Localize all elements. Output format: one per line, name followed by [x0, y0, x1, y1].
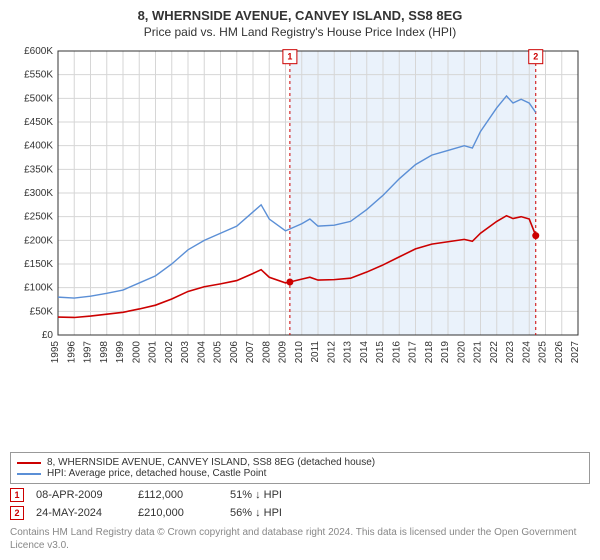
- svg-text:2023: 2023: [505, 341, 516, 364]
- disclaimer: Contains HM Land Registry data © Crown c…: [10, 526, 590, 552]
- legend-label: 8, WHERNSIDE AVENUE, CANVEY ISLAND, SS8 …: [47, 457, 375, 468]
- svg-text:2: 2: [533, 52, 538, 62]
- svg-text:2025: 2025: [538, 341, 549, 364]
- svg-text:2024: 2024: [521, 341, 532, 364]
- svg-text:£500K: £500K: [24, 93, 53, 104]
- svg-text:1995: 1995: [50, 341, 61, 364]
- svg-text:2016: 2016: [391, 341, 402, 364]
- svg-text:1997: 1997: [83, 341, 94, 364]
- svg-text:2018: 2018: [424, 341, 435, 364]
- svg-text:£0: £0: [42, 330, 54, 341]
- svg-text:2001: 2001: [148, 341, 159, 364]
- svg-text:2022: 2022: [489, 341, 500, 364]
- svg-text:1999: 1999: [115, 341, 126, 364]
- svg-text:£400K: £400K: [24, 141, 53, 152]
- svg-text:£100K: £100K: [24, 283, 53, 294]
- svg-text:2008: 2008: [261, 341, 272, 364]
- svg-text:2000: 2000: [131, 341, 142, 364]
- svg-text:2027: 2027: [570, 341, 581, 364]
- svg-text:1998: 1998: [99, 341, 110, 364]
- svg-text:2014: 2014: [359, 341, 370, 364]
- svg-text:1996: 1996: [66, 341, 77, 364]
- svg-text:2005: 2005: [213, 341, 224, 364]
- sale-point-diff: 51% ↓ HPI: [230, 489, 320, 501]
- sale-point-date: 08-APR-2009: [36, 489, 126, 501]
- legend: 8, WHERNSIDE AVENUE, CANVEY ISLAND, SS8 …: [10, 452, 590, 484]
- sale-point-date: 24-MAY-2024: [36, 507, 126, 519]
- svg-text:£600K: £600K: [24, 46, 53, 57]
- svg-text:£250K: £250K: [24, 212, 53, 223]
- page-subtitle: Price paid vs. HM Land Registry's House …: [10, 25, 590, 39]
- legend-row: 8, WHERNSIDE AVENUE, CANVEY ISLAND, SS8 …: [17, 457, 583, 468]
- svg-text:2013: 2013: [343, 341, 354, 364]
- sale-point-marker: 1: [10, 488, 24, 502]
- svg-text:£200K: £200K: [24, 235, 53, 246]
- sale-point-marker: 2: [10, 506, 24, 520]
- svg-text:£300K: £300K: [24, 188, 53, 199]
- sale-point-row: 2 24-MAY-2024 £210,000 56% ↓ HPI: [10, 506, 590, 520]
- svg-text:2019: 2019: [440, 341, 451, 364]
- svg-text:2010: 2010: [294, 341, 305, 364]
- svg-text:2011: 2011: [310, 341, 321, 363]
- svg-text:£150K: £150K: [24, 259, 53, 270]
- legend-label: HPI: Average price, detached house, Cast…: [47, 468, 266, 479]
- svg-text:2026: 2026: [554, 341, 565, 364]
- svg-text:£450K: £450K: [24, 117, 53, 128]
- svg-text:2009: 2009: [278, 341, 289, 364]
- svg-text:£50K: £50K: [30, 306, 54, 317]
- page-title: 8, WHERNSIDE AVENUE, CANVEY ISLAND, SS8 …: [10, 8, 590, 23]
- sale-point-price: £112,000: [138, 489, 218, 501]
- svg-text:2004: 2004: [196, 341, 207, 364]
- price-chart: £0 £50K £100K £150K £200K £250K £300K £350K £400…: [10, 45, 590, 448]
- svg-text:1: 1: [287, 52, 292, 62]
- svg-text:2003: 2003: [180, 341, 191, 364]
- legend-swatch: [17, 473, 41, 475]
- legend-swatch: [17, 462, 41, 464]
- svg-text:£350K: £350K: [24, 164, 53, 175]
- sale-point-diff: 56% ↓ HPI: [230, 507, 320, 519]
- svg-text:2015: 2015: [375, 341, 386, 364]
- svg-text:2021: 2021: [473, 341, 484, 364]
- svg-text:2002: 2002: [164, 341, 175, 364]
- svg-text:2007: 2007: [245, 341, 256, 364]
- sale-point-row: 1 08-APR-2009 £112,000 51% ↓ HPI: [10, 488, 590, 502]
- svg-text:2017: 2017: [408, 341, 419, 364]
- svg-text:£550K: £550K: [24, 70, 53, 81]
- svg-text:2012: 2012: [326, 341, 337, 364]
- legend-row: HPI: Average price, detached house, Cast…: [17, 468, 583, 479]
- svg-text:2006: 2006: [229, 341, 240, 364]
- svg-text:2020: 2020: [456, 341, 467, 364]
- sale-point-price: £210,000: [138, 507, 218, 519]
